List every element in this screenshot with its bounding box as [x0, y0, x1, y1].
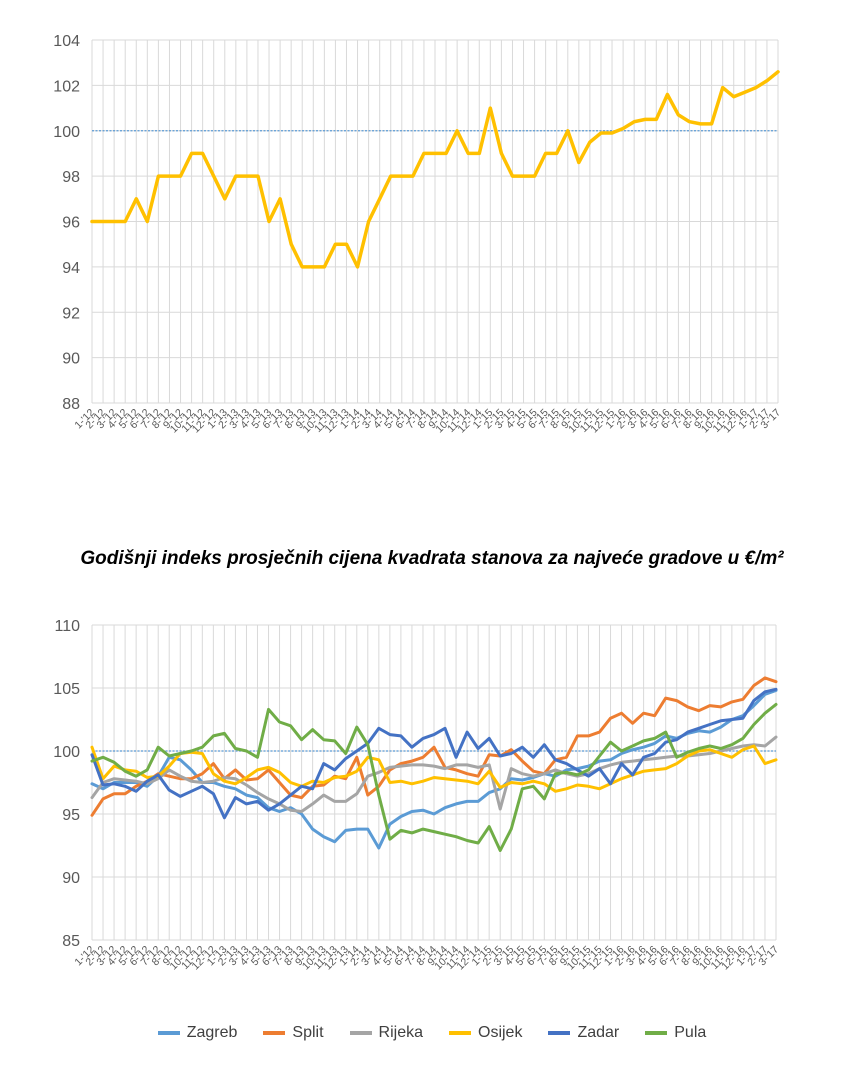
series-line-pula: [90, 702, 778, 852]
chart2-gridlines: [91, 624, 777, 941]
legend-swatch: [157, 1031, 180, 1035]
chart2-y-axis: 85 90 95 100 105 110: [53, 618, 80, 950]
series-line-rijeka: [90, 735, 778, 813]
y-tick-label: 96: [62, 215, 80, 232]
y-tick-label: 90: [62, 870, 80, 887]
y-tick-label: 95: [62, 807, 80, 824]
series-line-zadar: [90, 687, 778, 820]
y-tick-label: 92: [62, 305, 80, 322]
legend-label: Zagreb: [186, 1024, 238, 1041]
series-line-index: [90, 70, 780, 269]
legend-swatch: [263, 1031, 286, 1035]
legend-label: Zadar: [577, 1024, 620, 1041]
legend-item-pula: Pula: [645, 1024, 706, 1042]
legend-label: Osijek: [478, 1024, 523, 1041]
y-tick-label: 105: [53, 681, 80, 698]
chart1-x-axis: 1-'122-'123-'124-'125-'126-'127-'128-'12…: [72, 407, 783, 436]
legend-item-rijeka: Rijeka: [349, 1024, 423, 1042]
y-tick-label: 110: [54, 618, 80, 635]
legend-item-split: Split: [263, 1024, 324, 1042]
series-line-split: [90, 676, 778, 817]
chart2-series: [90, 676, 778, 852]
city-price-index-chart: 85 90 95 100 105 110 1-'122-'123-'124-'125-'1…: [53, 618, 781, 973]
legend-label: Rijeka: [378, 1024, 423, 1041]
y-tick-label: 98: [62, 169, 80, 186]
legend-label: Pula: [674, 1024, 707, 1041]
y-tick-label: 100: [53, 744, 80, 761]
chart2-legend: Zagreb Split Rijeka Osijek Zadar Pula: [0, 1024, 864, 1042]
y-tick-label: 90: [62, 351, 80, 368]
legend-item-zadar: Zadar: [548, 1024, 619, 1042]
chart1-gridlines: [91, 39, 779, 404]
chart2-x-axis: 1-'122-'123-'124-'125-'126-'127-'128-'12…: [72, 944, 781, 973]
legend-swatch: [349, 1031, 372, 1035]
legend-swatch: [449, 1031, 471, 1035]
chart1-y-axis: 88 90 92 94 96 98 100 102 104: [53, 33, 80, 413]
legend-item-zagreb: Zagreb: [157, 1024, 238, 1042]
y-tick-label: 94: [62, 260, 80, 277]
legend-swatch: [645, 1031, 668, 1035]
y-tick-label: 104: [53, 33, 80, 50]
price-index-chart: 88 90 92 94 96 98 100 102 104 1-'122-'123-'124-'…: [53, 33, 783, 436]
series-line-osijek: [90, 744, 778, 793]
y-tick-label: 102: [53, 78, 80, 95]
y-tick-label: 88: [62, 396, 80, 413]
legend-label: Split: [292, 1024, 324, 1041]
legend-swatch: [548, 1031, 571, 1035]
legend-item-osijek: Osijek: [449, 1024, 522, 1042]
y-tick-label: 85: [62, 933, 80, 950]
chart1-series: [90, 70, 780, 269]
chart2-title: Godišnji indeks prosječnih cijena kvadra…: [80, 548, 784, 569]
y-tick-label: 100: [53, 124, 80, 141]
